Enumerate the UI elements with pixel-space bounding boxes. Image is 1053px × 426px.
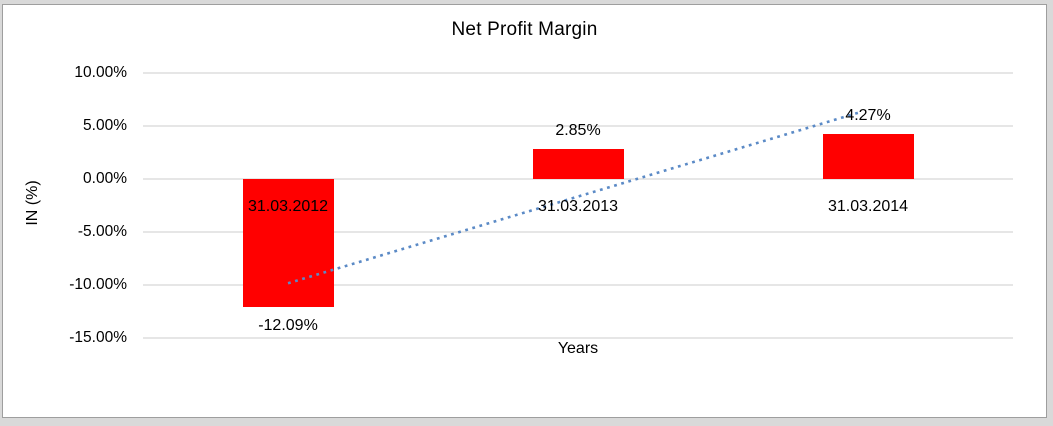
y-axis-tick-label: 10.00% [74,64,127,81]
y-axis-tick-label: 0.00% [83,170,127,187]
y-axis-tick-label: -10.00% [69,276,127,293]
bar-31.03.2013 [532,148,624,179]
bar-31.03.2012 [242,179,334,308]
category-label: 31.03.2012 [247,198,329,215]
y-axis-title: IN (%) [24,180,41,226]
y-axis-tick-label: -5.00% [77,223,127,240]
y-axis-tick-label: -15.00% [69,329,127,346]
category-label: 31.03.2014 [827,198,909,215]
chart-title: Net Profit Margin [451,19,598,40]
trendline [287,111,859,285]
bar-31.03.2014 [822,133,914,179]
data-label: 2.85% [555,121,601,139]
category-label: 31.03.2013 [537,198,619,215]
y-axis-tick-label: 5.00% [83,117,127,134]
data-label: -12.09% [258,317,318,335]
x-axis-title: Years [557,340,599,357]
data-label: 4.27% [845,106,891,124]
